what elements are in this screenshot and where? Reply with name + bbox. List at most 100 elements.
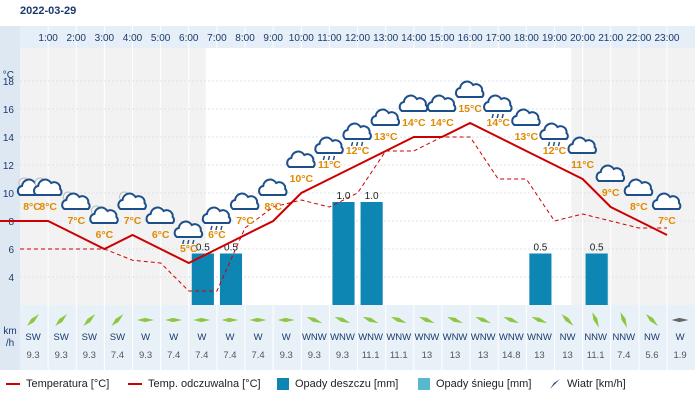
hour-label: 2:00 bbox=[67, 33, 87, 44]
wind-arrow-shape bbox=[193, 317, 211, 323]
cloud-shape bbox=[117, 192, 147, 210]
wind-arrow-icon bbox=[671, 317, 689, 323]
temperature-value-label: 12°C bbox=[543, 145, 567, 157]
legend-snow-label: Opady śniegu [mm] bbox=[436, 378, 532, 390]
rain-value-label: 0.5 bbox=[196, 243, 210, 254]
hour-label: 12:00 bbox=[345, 33, 370, 44]
wind-speed-label: 7.4 bbox=[251, 350, 264, 361]
y-tick-label: 8 bbox=[8, 217, 14, 228]
hour-label: 9:00 bbox=[263, 33, 283, 44]
y-tick-label: 4 bbox=[8, 273, 14, 284]
wind-direction-label: WNW bbox=[443, 332, 468, 343]
cloud-shape bbox=[173, 220, 204, 238]
rain-drop-icon bbox=[547, 141, 551, 147]
temperature-value-label: 8°C bbox=[630, 201, 648, 213]
night-band-morning bbox=[20, 48, 206, 305]
rain-drop-icon bbox=[332, 155, 336, 161]
rain-bar bbox=[585, 253, 608, 305]
wind-direction-label: NW bbox=[560, 332, 576, 343]
wind-arrow-icon bbox=[390, 316, 407, 324]
wind-arrow-shape bbox=[137, 317, 155, 323]
wind-arrow-shape bbox=[83, 314, 96, 326]
wind-direction-label: W bbox=[676, 332, 685, 343]
temperature-value-label: 7°C bbox=[67, 215, 85, 227]
wind-arrow-icon bbox=[561, 314, 574, 326]
cloud-shape bbox=[33, 178, 63, 196]
temperature-value-label: 6°C bbox=[152, 229, 170, 241]
rain-drop-icon bbox=[501, 113, 504, 119]
wind-speed-label: 7.4 bbox=[195, 350, 208, 361]
rain-drop-icon bbox=[187, 239, 190, 245]
hour-label: 20:00 bbox=[570, 33, 595, 44]
wind-arrow-icon bbox=[277, 317, 295, 323]
hour-label: 16:00 bbox=[458, 33, 483, 44]
rain-drop-icon bbox=[496, 113, 499, 119]
snow-swatch bbox=[418, 378, 430, 390]
cloud-sun-icon bbox=[117, 191, 147, 210]
rain-bar bbox=[360, 202, 383, 305]
legend-temperature: Temperatura [°C] bbox=[6, 378, 109, 390]
hour-label: 13:00 bbox=[373, 33, 398, 44]
wind-arrow-icon bbox=[475, 316, 492, 324]
wind-speed-label: 7.4 bbox=[111, 350, 124, 361]
rain-drop-icon bbox=[210, 225, 213, 231]
cloud-shape bbox=[426, 94, 457, 112]
rain-swatch bbox=[277, 378, 289, 390]
wind-speed-label: 14.8 bbox=[502, 350, 521, 361]
wind-direction-label: W bbox=[169, 332, 178, 343]
y-tick-label: 12 bbox=[3, 161, 15, 172]
cloud-shape bbox=[258, 178, 288, 196]
hour-label: 23:00 bbox=[654, 33, 679, 44]
legend-feels-like-label: Temp. odczuwalna [°C] bbox=[148, 378, 261, 390]
wind-speed-label: 13 bbox=[534, 350, 545, 361]
wind-arrow-icon bbox=[419, 316, 435, 324]
cloud-shape bbox=[651, 192, 682, 210]
cloud-sun-icon bbox=[89, 205, 119, 224]
wind-speed-label: 13 bbox=[450, 350, 461, 361]
wind-arrow-icon bbox=[111, 314, 124, 326]
cloud-shape bbox=[370, 108, 400, 126]
cloud-shape bbox=[539, 122, 569, 140]
cloud-sun-icon bbox=[61, 191, 91, 210]
temperature-value-label: 14°C bbox=[430, 117, 454, 129]
cloud-icon bbox=[286, 150, 316, 168]
wind-speed-label: 9.3 bbox=[139, 350, 152, 361]
wind-arrow-shape bbox=[419, 316, 435, 324]
rain-drop-icon bbox=[355, 141, 359, 147]
temperature-value-label: 5°C bbox=[180, 243, 198, 255]
wind-direction-label: SW bbox=[25, 332, 40, 343]
wind-arrow-shape bbox=[671, 317, 689, 323]
wind-direction-label: W bbox=[141, 332, 150, 343]
wind-direction-label: SW bbox=[54, 332, 69, 343]
rain-drop-icon bbox=[552, 141, 556, 147]
feels-like-line-swatch bbox=[128, 383, 142, 385]
wind-arrow-shape bbox=[277, 317, 295, 323]
cloud-shape bbox=[229, 192, 260, 210]
cloud-shape bbox=[623, 178, 654, 196]
temperature-value-label: 9°C bbox=[602, 187, 620, 199]
wind-arrow-icon bbox=[531, 316, 548, 324]
wind-direction-label: W bbox=[197, 332, 206, 343]
legend-rain-label: Opady deszczu [mm] bbox=[295, 378, 399, 390]
wind-arrow-icon bbox=[334, 316, 351, 324]
temperature-series-line bbox=[0, 121, 668, 265]
cloud-icon bbox=[454, 80, 485, 98]
wind-arrow-icon bbox=[306, 316, 323, 324]
wind-speed-label: 9.3 bbox=[26, 350, 39, 361]
wind-arrow-shape bbox=[475, 316, 492, 324]
wind-speed-label: 11.1 bbox=[362, 350, 380, 361]
wind-arrow-icon bbox=[620, 312, 628, 328]
wind-direction-label: WNW bbox=[358, 332, 383, 343]
y-tick-label: 16 bbox=[3, 105, 15, 116]
cloud-shape bbox=[511, 108, 541, 126]
cloud-icon bbox=[651, 192, 682, 210]
hour-label: 18:00 bbox=[514, 33, 539, 44]
temperature-line-swatch bbox=[6, 383, 20, 385]
left-axis-column bbox=[0, 26, 20, 370]
hour-label: 14:00 bbox=[401, 33, 426, 44]
wind-direction-label: W bbox=[254, 332, 263, 343]
rain-value-label: 0.5 bbox=[224, 243, 238, 254]
temperature-value-label: 13°C bbox=[515, 131, 539, 143]
wind-direction-label: SW bbox=[110, 332, 125, 343]
wind-arrow-icon bbox=[249, 317, 267, 323]
